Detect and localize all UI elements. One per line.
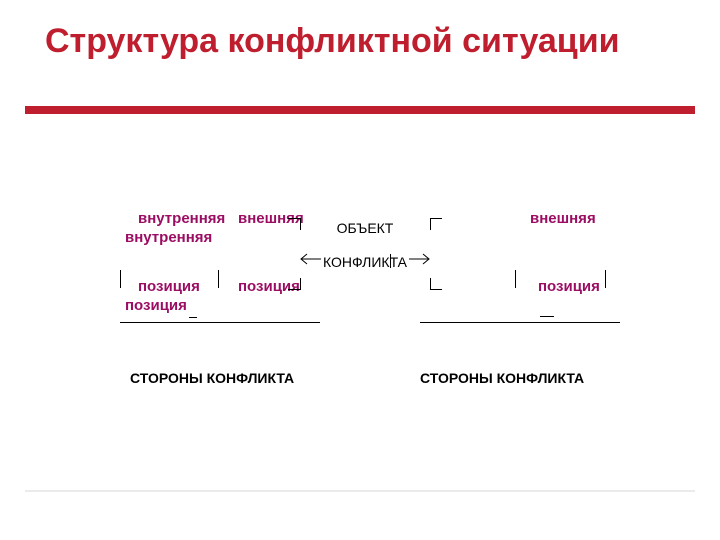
- object-label-2: КОНФЛИКТА: [308, 254, 422, 270]
- right-outer-label-1: внешняя: [530, 210, 596, 227]
- arrow-left-icon: [295, 252, 323, 266]
- arrow-right-icon: [407, 252, 435, 266]
- slide: Структура конфликтной ситуации ОБЪЕКТ КО…: [0, 0, 720, 540]
- right-br-top-h: [430, 218, 442, 219]
- left-inner-label-1: внутренняя: [138, 210, 225, 227]
- left-br-top-v: [300, 218, 301, 230]
- left-inner-label-2: позиция: [138, 278, 200, 295]
- right-v1: [605, 270, 606, 288]
- wrap-pos-label: позиция: [125, 297, 187, 314]
- slide-title: Структура конфликтной ситуации: [45, 22, 620, 61]
- right-notch: [540, 316, 554, 317]
- left-br-bot-h: [288, 289, 300, 290]
- left-v2: [218, 270, 219, 288]
- right-outer-label-2: позиция: [538, 278, 600, 295]
- title-rule: [25, 106, 695, 114]
- left-side-label: СТОРОНЫ КОНФЛИКТА: [130, 370, 294, 386]
- right-br-bot-h: [430, 289, 442, 290]
- left-outer-label-2: позиция: [238, 278, 300, 295]
- right-v2: [515, 270, 516, 288]
- footer-rule: [25, 490, 695, 492]
- left-br-top-h: [288, 218, 300, 219]
- left-baseline: [120, 322, 320, 323]
- right-br-top-v: [430, 218, 431, 230]
- object-label-1: ОБЪЕКТ: [320, 220, 410, 236]
- wrap-inner-label: внутренняя: [125, 229, 212, 246]
- left-notch: [189, 317, 197, 318]
- center-tick: [390, 254, 391, 268]
- right-side-label: СТОРОНЫ КОНФЛИКТА: [420, 370, 584, 386]
- right-baseline: [420, 322, 620, 323]
- left-v1: [120, 270, 121, 288]
- left-br-bot-v: [300, 278, 301, 290]
